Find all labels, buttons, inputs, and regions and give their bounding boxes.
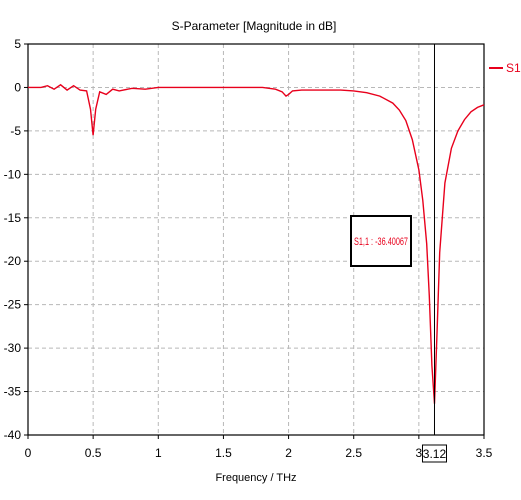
x-tick-label: 2.5 xyxy=(345,446,362,460)
y-tick-label: -10 xyxy=(4,167,22,181)
y-tick-label: -40 xyxy=(4,428,22,442)
marker-x-label: 3.12 xyxy=(423,447,447,461)
marker-layer: S1,1 : -36.40067 3.12 xyxy=(350,44,447,463)
marker-label-box xyxy=(350,215,412,267)
legend: S1,1 xyxy=(489,61,521,75)
x-tick-label: 0 xyxy=(25,446,32,460)
marker-x-box xyxy=(421,444,447,463)
marker-label: S1,1 : -36.40067 xyxy=(354,236,408,248)
series-line-s11 xyxy=(28,83,485,404)
y-tick-label: -5 xyxy=(10,124,21,138)
y-tick-label: -25 xyxy=(4,298,22,312)
x-axis-label: Frequency / THz xyxy=(215,472,296,484)
x-tick-label: 0.5 xyxy=(85,446,102,460)
y-tick-label: -30 xyxy=(4,341,22,355)
y-tick-label: -15 xyxy=(4,211,22,225)
legend-label: S1,1 xyxy=(506,61,521,75)
x-tick-label: 3.5 xyxy=(476,446,493,460)
x-tick-label: 3 xyxy=(416,446,423,460)
grid xyxy=(28,44,484,435)
y-tick-label: 0 xyxy=(14,80,21,94)
y-axis-ticks: 5 0 -5 -10 -15 -20 -25 -30 -35 -40 xyxy=(4,37,28,442)
x-tick-label: 2 xyxy=(285,446,292,460)
chart-title: S-Parameter [Magnitude in dB] xyxy=(172,19,337,33)
plot-frame xyxy=(27,43,485,436)
series-layer xyxy=(28,83,485,404)
y-tick-label: -20 xyxy=(4,254,22,268)
y-tick-label: 5 xyxy=(14,37,21,51)
x-tick-label: 1.5 xyxy=(215,446,232,460)
x-tick-label: 1 xyxy=(155,446,162,460)
x-axis-ticks: 0 0.5 1 1.5 2 2.5 3 3.5 xyxy=(25,435,493,460)
y-tick-label: -35 xyxy=(4,385,22,399)
